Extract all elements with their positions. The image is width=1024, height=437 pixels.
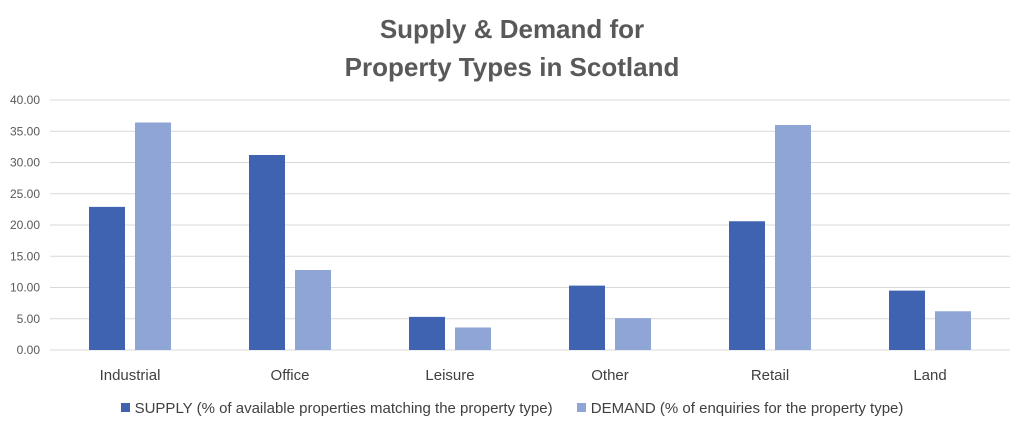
legend-item-demand: DEMAND (% of enquiries for the property …: [576, 400, 904, 417]
bar-supply: [409, 316, 445, 350]
y-tick-label: 40.00: [10, 93, 40, 107]
x-tick-label: Land: [913, 367, 946, 384]
x-tick-label: Office: [271, 367, 310, 384]
bar-demand: [935, 311, 971, 350]
legend-swatch-supply: [120, 403, 130, 412]
y-tick-label: 15.00: [10, 249, 40, 263]
legend: SUPPLY (% of available properties matchi…: [0, 400, 1024, 417]
x-tick-label: Industrial: [100, 367, 161, 384]
y-tick-label: 10.00: [10, 281, 40, 295]
legend-swatch-demand: [576, 403, 586, 412]
bar-supply: [249, 155, 285, 350]
bar-supply: [89, 206, 125, 350]
bar-demand: [615, 318, 651, 350]
y-tick-label: 30.00: [10, 156, 40, 170]
chart-title-line-2: Property Types in Scotland: [344, 52, 680, 82]
bar-supply: [889, 290, 925, 350]
y-tick-label: 5.00: [17, 312, 41, 326]
y-tick-label: 25.00: [10, 187, 40, 201]
legend-label-demand: DEMAND (% of enquiries for the property …: [590, 400, 904, 417]
y-tick-label: 0.00: [17, 343, 41, 357]
bar-supply: [729, 221, 765, 350]
y-tick-label: 20.00: [10, 218, 40, 232]
legend-label-supply: SUPPLY (% of available properties matchi…: [134, 400, 553, 417]
bar-demand: [295, 270, 331, 350]
bar-demand: [775, 125, 811, 350]
chart-title-line-1: Supply & Demand for: [379, 14, 645, 44]
y-tick-label: 35.00: [10, 124, 40, 138]
chart-title: Supply & Demand for Property Types in Sc…: [0, 10, 1024, 86]
bar-demand: [135, 122, 171, 350]
bar-supply: [569, 285, 605, 350]
x-tick-label: Other: [591, 367, 629, 384]
x-tick-label: Retail: [751, 367, 789, 384]
legend-item-supply: SUPPLY (% of available properties matchi…: [120, 400, 553, 417]
bar-demand: [455, 327, 491, 350]
x-tick-label: Leisure: [425, 367, 474, 384]
